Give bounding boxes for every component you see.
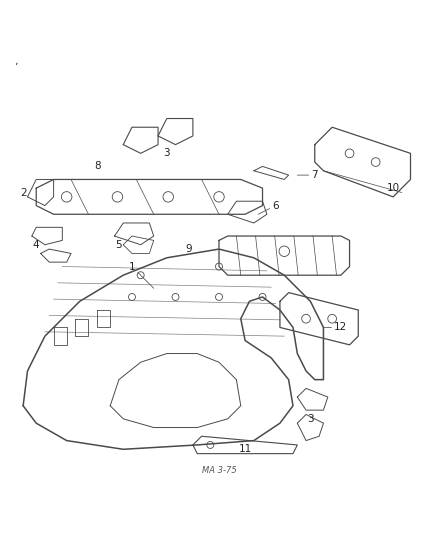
- Text: 10: 10: [386, 183, 399, 193]
- Text: 11: 11: [238, 445, 252, 454]
- Text: 1: 1: [129, 262, 154, 288]
- Text: 8: 8: [94, 161, 100, 172]
- Text: ʼ: ʼ: [14, 62, 18, 72]
- Text: 3: 3: [307, 414, 314, 424]
- Text: MA 3-75: MA 3-75: [201, 466, 237, 475]
- Text: 6: 6: [258, 200, 279, 214]
- Text: 2: 2: [20, 188, 26, 198]
- Text: 9: 9: [185, 244, 192, 254]
- Text: 3: 3: [163, 148, 170, 158]
- Text: 12: 12: [323, 322, 347, 333]
- Text: 5: 5: [116, 240, 122, 250]
- Text: 7: 7: [297, 170, 318, 180]
- Text: 4: 4: [33, 240, 39, 250]
